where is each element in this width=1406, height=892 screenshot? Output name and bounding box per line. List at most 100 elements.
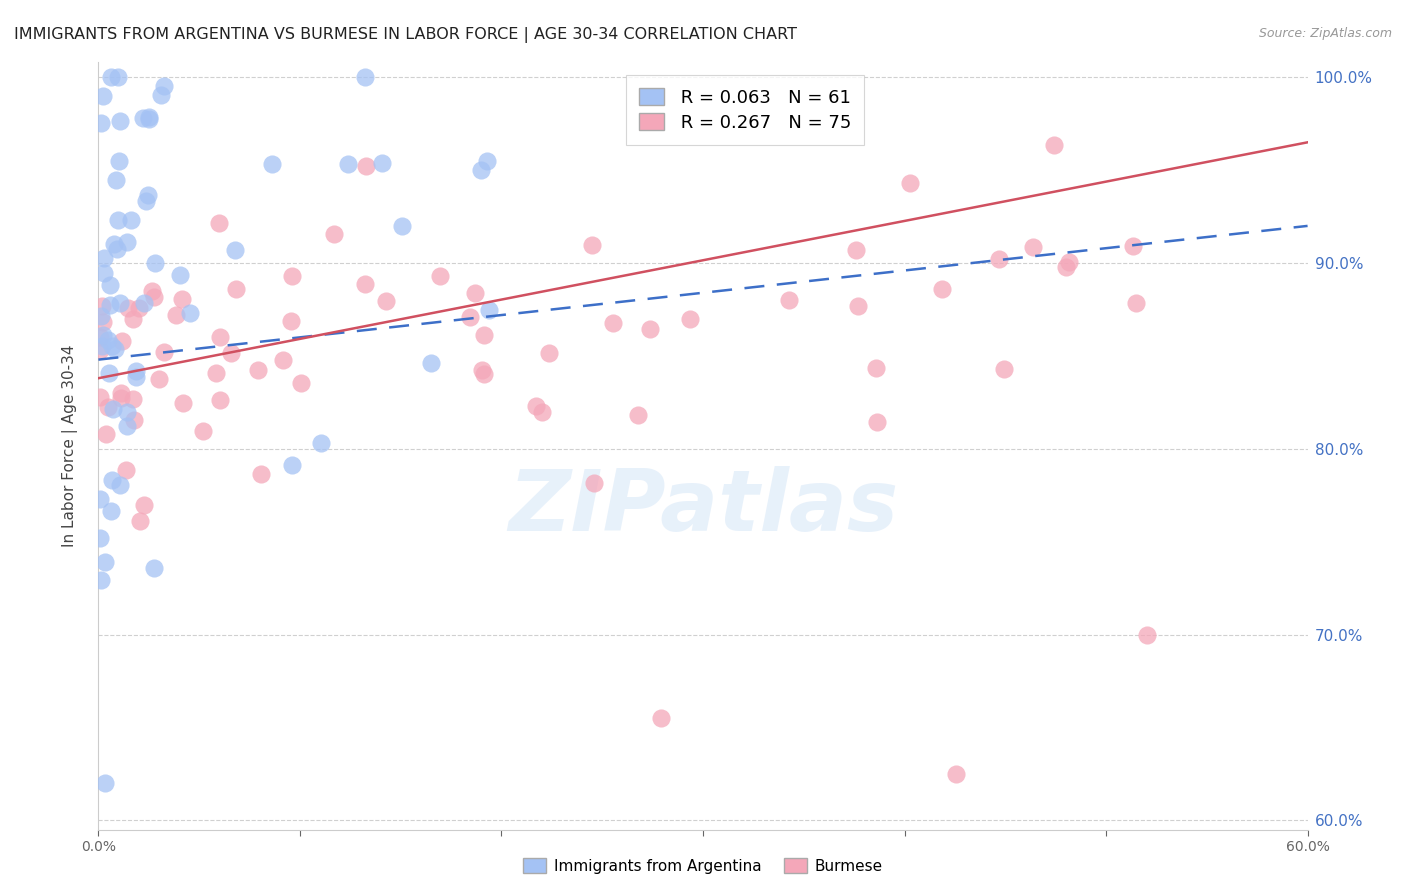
Point xyxy=(778,293,800,308)
Point xyxy=(100,503,122,517)
Point xyxy=(472,367,495,381)
Point xyxy=(179,306,201,320)
Point xyxy=(114,463,136,477)
Point xyxy=(470,163,492,178)
Point xyxy=(281,458,304,472)
Point xyxy=(280,314,302,328)
Point xyxy=(250,467,273,481)
Point xyxy=(464,286,486,301)
Point xyxy=(90,573,112,587)
Point xyxy=(89,330,111,344)
Point xyxy=(209,392,232,407)
Point xyxy=(391,219,413,233)
Point xyxy=(602,316,624,330)
Point xyxy=(309,436,332,450)
Point xyxy=(132,111,155,125)
Point xyxy=(354,159,377,173)
Point xyxy=(460,310,482,324)
Point xyxy=(945,767,967,781)
Legend:  R = 0.063   N = 61,  R = 0.267   N = 75: R = 0.063 N = 61, R = 0.267 N = 75 xyxy=(627,75,865,145)
Point xyxy=(98,278,121,293)
Point xyxy=(224,243,246,257)
Point xyxy=(475,154,498,169)
Point xyxy=(290,376,312,391)
Point xyxy=(221,345,243,359)
Point xyxy=(420,355,443,369)
Point xyxy=(225,281,247,295)
Point xyxy=(374,294,396,309)
Point xyxy=(101,402,124,417)
Point xyxy=(471,363,494,377)
Point xyxy=(531,405,554,419)
Point xyxy=(129,514,152,528)
Point xyxy=(125,370,148,384)
Point xyxy=(429,268,451,283)
Point xyxy=(281,269,304,284)
Point xyxy=(1022,240,1045,254)
Point xyxy=(108,153,131,168)
Point xyxy=(846,299,869,313)
Point xyxy=(107,213,129,227)
Point xyxy=(108,113,131,128)
Point xyxy=(110,386,132,401)
Point xyxy=(1122,238,1144,252)
Point xyxy=(537,345,560,359)
Point xyxy=(115,419,138,434)
Point xyxy=(988,252,1011,266)
Point xyxy=(94,776,117,790)
Point xyxy=(138,111,160,125)
Point xyxy=(845,243,868,257)
Point xyxy=(271,352,294,367)
Point xyxy=(209,330,232,344)
Point xyxy=(107,70,129,85)
Point xyxy=(472,327,495,342)
Point xyxy=(1042,137,1064,152)
Point xyxy=(153,78,176,93)
Point xyxy=(115,235,138,249)
Point xyxy=(865,360,887,375)
Point xyxy=(94,555,117,569)
Point xyxy=(125,364,148,378)
Text: ZIPatlas: ZIPatlas xyxy=(508,466,898,549)
Point xyxy=(104,343,127,357)
Point xyxy=(93,251,115,265)
Point xyxy=(110,392,132,406)
Point xyxy=(93,328,115,343)
Point xyxy=(1125,296,1147,310)
Point xyxy=(524,399,547,413)
Point xyxy=(371,156,394,170)
Point xyxy=(679,312,702,326)
Point xyxy=(128,301,150,315)
Point xyxy=(97,333,120,347)
Point xyxy=(1059,255,1081,269)
Point xyxy=(105,172,128,186)
Point xyxy=(581,237,603,252)
Point xyxy=(89,343,111,357)
Legend: Immigrants from Argentina, Burmese: Immigrants from Argentina, Burmese xyxy=(517,852,889,880)
Point xyxy=(627,408,650,422)
Text: Source: ZipAtlas.com: Source: ZipAtlas.com xyxy=(1258,27,1392,40)
Point xyxy=(101,473,124,487)
Point xyxy=(322,227,344,241)
Point xyxy=(353,70,375,85)
Point xyxy=(89,531,111,545)
Point xyxy=(89,491,111,506)
Point xyxy=(91,315,114,329)
Point xyxy=(153,345,176,359)
Point xyxy=(122,312,145,326)
Point xyxy=(115,405,138,419)
Point xyxy=(135,194,157,209)
Point xyxy=(91,89,114,103)
Point xyxy=(108,295,131,310)
Point xyxy=(337,157,360,171)
Point xyxy=(138,112,160,126)
Point xyxy=(898,176,921,190)
Point xyxy=(90,339,112,353)
Point xyxy=(136,188,159,202)
Point xyxy=(150,87,173,102)
Point xyxy=(205,367,228,381)
Point xyxy=(143,256,166,270)
Point xyxy=(148,372,170,386)
Point xyxy=(110,477,132,491)
Point xyxy=(993,361,1015,376)
